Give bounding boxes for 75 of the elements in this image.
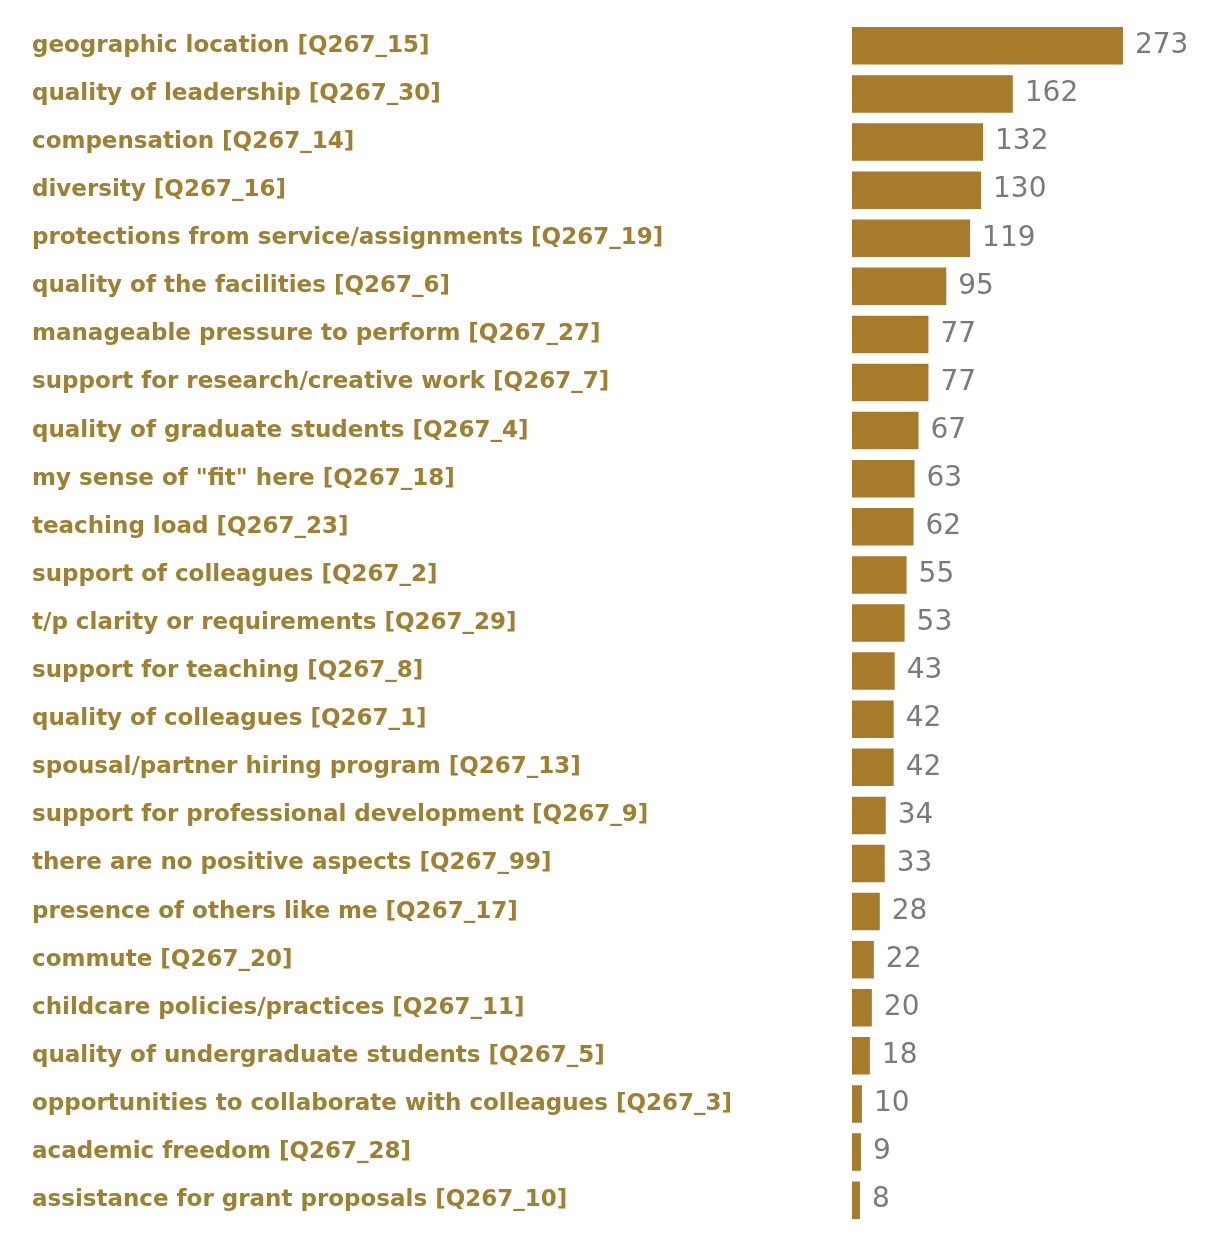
y-tick-label: manageable pressure to perform [Q267_27] xyxy=(32,319,601,346)
y-tick-label: teaching load [Q267_23] xyxy=(32,511,349,538)
data-label: 77 xyxy=(940,363,977,397)
data-label: 9 xyxy=(872,1133,891,1167)
data-label: 55 xyxy=(918,556,955,590)
bar xyxy=(852,459,915,498)
y-tick-label: support of colleagues [Q267_2] xyxy=(32,559,438,586)
bar xyxy=(852,556,907,594)
bar xyxy=(852,27,1123,65)
data-label: 18 xyxy=(881,1037,918,1071)
bar xyxy=(852,171,982,209)
data-label: 28 xyxy=(891,892,928,926)
bar xyxy=(852,123,984,161)
bar xyxy=(852,1181,860,1219)
bar xyxy=(852,940,874,979)
y-tick-label: compensation [Q267_14] xyxy=(32,127,355,154)
bar xyxy=(852,363,929,402)
y-tick-label: assistance for grant proposals [Q267_10] xyxy=(32,1185,568,1212)
data-label: 119 xyxy=(982,219,1036,253)
y-tick-label: t/p clarity or requirements [Q267_29] xyxy=(32,607,517,634)
data-label: 43 xyxy=(906,652,943,686)
data-label: 67 xyxy=(930,411,967,445)
data-label: 53 xyxy=(916,604,953,638)
y-tick-label: support for teaching [Q267_8] xyxy=(32,656,424,683)
bar xyxy=(852,700,894,738)
y-tick-label: spousal/partner hiring program [Q267_13] xyxy=(32,752,581,779)
y-tick-label: support for professional development [Q267_9] xyxy=(32,800,649,827)
data-label: 10 xyxy=(873,1085,910,1119)
y-tick-label: diversity [Q267_16] xyxy=(32,175,286,202)
bar xyxy=(852,508,914,546)
y-tick-label: academic freedom [Q267_28] xyxy=(32,1137,412,1164)
y-tick-label: opportunities to collaborate with colleagues [Q267_3] xyxy=(32,1088,732,1115)
y-tick-label: commute [Q267_20] xyxy=(32,944,293,971)
bar xyxy=(852,1133,861,1171)
data-label: 132 xyxy=(995,123,1049,157)
y-tick-label: quality of leadership [Q267_30] xyxy=(32,78,441,105)
data-label: 130 xyxy=(993,171,1047,205)
data-label: 62 xyxy=(925,508,962,542)
bar xyxy=(852,844,885,883)
bar xyxy=(852,75,1013,113)
bar xyxy=(852,652,895,690)
bar xyxy=(852,219,971,257)
data-label: 63 xyxy=(926,459,963,493)
y-tick-label: quality of graduate students [Q267_4] xyxy=(32,415,529,442)
y-tick-label: geographic location [Q267_15] xyxy=(32,30,430,57)
bar xyxy=(852,796,886,835)
y-tick-label: childcare policies/practices [Q267_11] xyxy=(32,992,525,1019)
bar xyxy=(852,411,919,450)
bar xyxy=(852,892,880,931)
data-label: 42 xyxy=(905,700,942,734)
data-label: 273 xyxy=(1134,27,1189,61)
y-tick-label: support for research/creative work [Q267_7] xyxy=(32,367,610,394)
y-tick-label: protections from service/assignments [Q267_19] xyxy=(32,223,664,250)
data-label: 34 xyxy=(897,796,934,830)
data-label: 8 xyxy=(871,1181,890,1215)
bar xyxy=(852,604,905,642)
bar xyxy=(852,1037,870,1075)
bar xyxy=(852,1085,862,1123)
y-tick-label: my sense of "fit" here [Q267_18] xyxy=(32,463,455,490)
y-tick-label: quality of the facilities [Q267_6] xyxy=(32,271,450,298)
data-label: 162 xyxy=(1024,75,1079,109)
y-tick-label: presence of others like me [Q267_17] xyxy=(32,896,518,923)
bar xyxy=(852,267,947,306)
data-label: 42 xyxy=(905,748,942,782)
y-tick-label: quality of colleagues [Q267_1] xyxy=(32,704,427,731)
bar xyxy=(852,315,929,354)
data-label: 20 xyxy=(883,989,920,1023)
data-label: 33 xyxy=(896,844,933,878)
bar xyxy=(852,748,894,787)
data-label: 95 xyxy=(958,267,994,301)
y-tick-label: quality of undergraduate students [Q267_5] xyxy=(32,1040,605,1067)
data-label: 22 xyxy=(885,940,922,974)
y-tick-label: there are no positive aspects [Q267_99] xyxy=(32,848,552,875)
data-label: 77 xyxy=(940,315,977,349)
bar xyxy=(852,989,872,1027)
